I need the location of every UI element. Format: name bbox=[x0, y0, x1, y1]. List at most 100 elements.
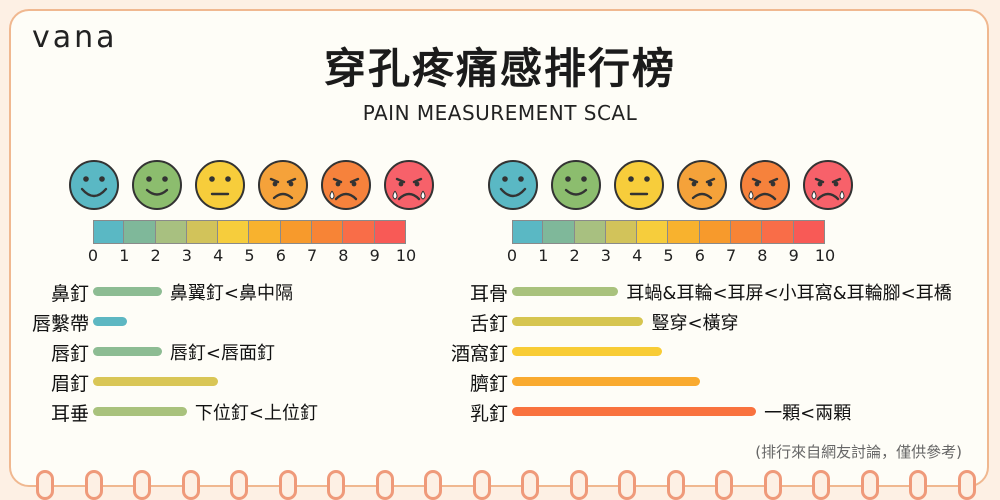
pain-level-bar bbox=[512, 377, 700, 386]
scale-tick-label: 4 bbox=[213, 246, 224, 265]
scale-tick-label: 0 bbox=[87, 246, 99, 265]
binder-ring bbox=[812, 470, 830, 500]
pain-level-bar bbox=[93, 377, 219, 386]
pain-scale-segment bbox=[793, 220, 825, 244]
piercing-label: 耳垂 bbox=[50, 403, 89, 425]
pain-scale-segment bbox=[668, 220, 700, 244]
scale-tick-label: 8 bbox=[338, 246, 349, 265]
pain-scale-bar bbox=[93, 220, 406, 244]
pain-scale-segment bbox=[93, 220, 125, 244]
binder-ring bbox=[84, 470, 103, 500]
scale-tick-label: 6 bbox=[275, 246, 286, 265]
happy-face-icon bbox=[132, 160, 182, 210]
piercing-label: 唇繫帶 bbox=[31, 313, 89, 335]
pain-level-bar bbox=[93, 287, 162, 296]
piercing-label: 酒窩釘 bbox=[450, 343, 508, 365]
pain-level-bar bbox=[512, 347, 663, 356]
scale-tick-label: 7 bbox=[726, 246, 737, 265]
piercing-label: 耳骨 bbox=[469, 283, 508, 305]
pain-scale-segment bbox=[312, 220, 344, 244]
sad-face-icon bbox=[677, 160, 727, 210]
binder-ring bbox=[909, 470, 927, 500]
binder-ring bbox=[957, 470, 976, 500]
neutral-face-icon bbox=[614, 160, 664, 210]
pain-level-bar bbox=[93, 347, 162, 356]
pain-level-bar bbox=[93, 317, 128, 326]
binder-ring bbox=[375, 470, 394, 500]
pain-scale-segment bbox=[543, 220, 575, 244]
piercing-label: 唇釘 bbox=[50, 343, 89, 365]
page-subtitle: PAIN MEASUREMENT SCAL bbox=[362, 101, 638, 125]
pain-scale-segment bbox=[374, 220, 406, 244]
pain-scale-segment bbox=[343, 220, 375, 244]
binder-ring bbox=[181, 470, 200, 500]
scale-tick-label: 9 bbox=[788, 246, 799, 265]
binder-ring bbox=[36, 470, 54, 500]
piercing-note: 唇釘<唇面釘 bbox=[169, 343, 275, 364]
scale-tick-label: 2 bbox=[569, 246, 580, 265]
scale-tick-label: 2 bbox=[150, 246, 161, 265]
pain-scale-segment bbox=[155, 220, 187, 244]
pain-level-bar bbox=[512, 287, 619, 296]
scale-tick-label: 4 bbox=[632, 246, 643, 265]
pain-scale-segment bbox=[699, 220, 732, 244]
very-happy-face-icon bbox=[69, 160, 119, 210]
pain-level-bar bbox=[512, 317, 644, 326]
binder-ring bbox=[278, 470, 297, 500]
scale-tick-label: 8 bbox=[757, 246, 768, 265]
pain-scale-segment bbox=[249, 220, 281, 244]
piercing-note: 豎穿<橫穿 bbox=[651, 313, 739, 334]
scale-tick-label: 7 bbox=[307, 246, 318, 265]
very-happy-face-icon bbox=[488, 160, 538, 210]
binder-ring bbox=[618, 470, 636, 500]
pain-level-bar bbox=[93, 407, 187, 416]
binder-ring bbox=[230, 470, 248, 500]
pain-scale-segment bbox=[280, 220, 313, 244]
binder-ring bbox=[569, 470, 588, 500]
neutral-face-icon bbox=[195, 160, 245, 210]
scale-tick-label: 1 bbox=[119, 246, 130, 265]
piercing-label: 鼻釘 bbox=[50, 283, 89, 305]
piercing-note: 耳蝸&耳輪<耳屏<小耳窩&耳輪腳<耳橋 bbox=[626, 283, 952, 304]
binder-ring bbox=[763, 470, 782, 500]
piercing-label: 乳釘 bbox=[469, 403, 508, 425]
binder-ring bbox=[715, 470, 733, 500]
scale-tick-label: 5 bbox=[663, 246, 674, 265]
sobbing-face-icon bbox=[803, 160, 853, 210]
scale-tick-label: 9 bbox=[369, 246, 380, 265]
binder-ring bbox=[666, 470, 685, 500]
scale-tick-label: 3 bbox=[600, 246, 611, 265]
pain-scale-segment bbox=[637, 220, 669, 244]
pain-level-bar bbox=[512, 407, 757, 416]
scale-tick-label: 6 bbox=[694, 246, 705, 265]
binder-ring bbox=[860, 470, 879, 500]
pain-scale-segment bbox=[218, 220, 250, 244]
pain-scale-segment bbox=[186, 220, 219, 244]
binder-ring bbox=[521, 470, 539, 500]
scale-tick-label: 0 bbox=[506, 246, 518, 265]
sobbing-face-icon bbox=[384, 160, 434, 210]
pain-scale-segment bbox=[731, 220, 763, 244]
brand-logo: vana bbox=[32, 20, 118, 55]
happy-face-icon bbox=[551, 160, 601, 210]
piercing-label: 舌釘 bbox=[469, 313, 508, 335]
pain-scale-segment bbox=[512, 220, 544, 244]
binder-ring bbox=[327, 470, 345, 500]
scale-tick-label: 10 bbox=[395, 246, 417, 265]
binder-ring bbox=[133, 470, 151, 500]
scale-tick-label: 1 bbox=[538, 246, 549, 265]
piercing-note: 鼻翼釘<鼻中隔 bbox=[169, 283, 293, 304]
piercing-note: 下位釘<上位釘 bbox=[194, 403, 318, 424]
piercing-label: 臍釘 bbox=[469, 373, 508, 395]
footnote: (排行來自網友討論，僅供參考) bbox=[755, 443, 962, 461]
pain-scale-segment bbox=[762, 220, 794, 244]
binder-ring bbox=[472, 470, 491, 500]
scale-tick-label: 5 bbox=[244, 246, 255, 265]
pain-scale-segment bbox=[574, 220, 606, 244]
piercing-note: 一顆<兩顆 bbox=[764, 403, 852, 424]
pain-scale-segment bbox=[124, 220, 156, 244]
sad-face-icon bbox=[258, 160, 308, 210]
pain-scale-bar bbox=[512, 220, 825, 244]
crying-face-icon bbox=[321, 160, 371, 210]
page-title: 穿孔疼痛感排行榜 bbox=[323, 44, 676, 93]
